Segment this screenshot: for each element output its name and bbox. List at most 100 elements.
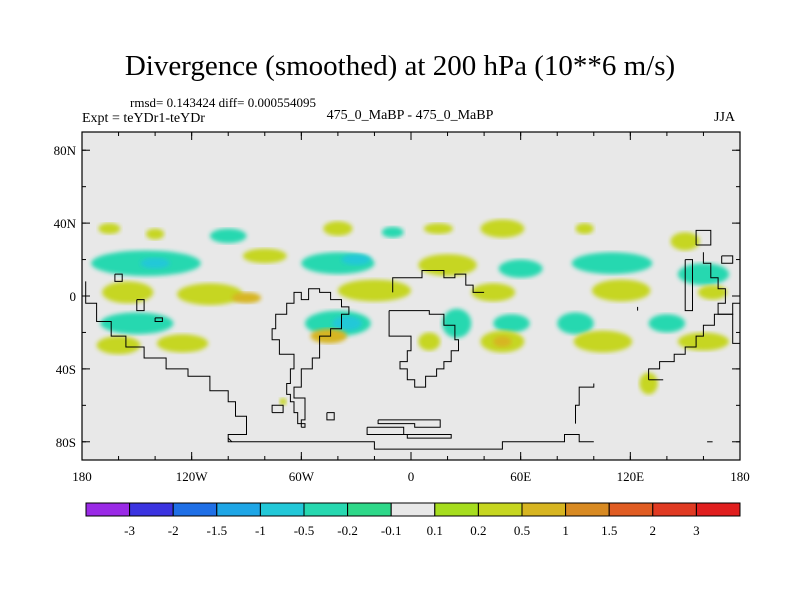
coastline-6 (377, 419, 441, 428)
field-blob-30 (557, 312, 594, 335)
field-blob-3 (323, 221, 353, 236)
colorbar-label: 1 (562, 523, 569, 538)
field-blob-23 (591, 279, 651, 302)
coastline-3 (326, 412, 335, 421)
field-blob-39 (677, 332, 730, 351)
season-label: JJA (714, 110, 736, 125)
colorbar-swatch (390, 502, 436, 517)
colorbar-swatch (608, 502, 654, 517)
colorbar-label: 0.2 (470, 523, 486, 538)
field-blob-5 (423, 223, 454, 235)
field-blob-6 (480, 219, 525, 238)
y-tick-label: 40S (56, 362, 76, 377)
field-blob-33 (156, 334, 209, 353)
colorbar-label: -0.2 (337, 523, 358, 538)
field-blob-8 (670, 232, 700, 251)
field-blob-19 (177, 283, 243, 306)
colorbar-label: -1 (255, 523, 266, 538)
colorbar-label: 1.5 (601, 523, 617, 538)
colorbar-label: -1.5 (207, 523, 228, 538)
colorbar-swatch (85, 502, 131, 517)
colorbar-swatch (652, 502, 697, 517)
divergence-field (91, 219, 730, 406)
colorbar-label: -2 (168, 523, 179, 538)
x-tick-label: 120W (176, 469, 209, 484)
field-blob-7 (575, 223, 594, 235)
coastline-12 (575, 383, 595, 424)
coastline-20 (721, 255, 734, 264)
axis-ticks: 180 120W 60W 0 60E 120E 180 80N 40N 0 40S 80S (54, 132, 750, 484)
field-blob-21 (337, 279, 412, 302)
field-blob-27 (332, 316, 362, 331)
colorbar-swatch (129, 502, 174, 517)
colorbar-label: -0.5 (294, 523, 315, 538)
colorbar: -3 -2 -1.5 -1 -0.5 -0.2 -0.1 0.1 0.2 0.5 1 1.5 2 3 (85, 502, 741, 538)
colorbar-swatch (477, 502, 523, 517)
rmsd-diff-stats: rmsd= 0.143424 diff= 0.000554095 (130, 95, 316, 110)
field-blob-16 (571, 252, 653, 275)
field-blob-4 (381, 226, 404, 238)
field-blob-1 (145, 228, 165, 240)
field-blob-41 (279, 398, 287, 406)
field-blob-29 (493, 314, 530, 333)
x-tick-label: 0 (408, 469, 415, 484)
y-tick-label: 40N (54, 216, 77, 231)
coastline-1 (227, 437, 233, 443)
field-blob-2 (209, 228, 247, 244)
field-blob-40 (639, 372, 658, 395)
coastline-5 (366, 426, 452, 439)
colorbar-swatch (303, 502, 349, 517)
field-blob-0 (98, 223, 121, 235)
field-blob-28 (442, 308, 472, 338)
coastline-7 (392, 270, 485, 293)
coastline-9 (114, 273, 123, 282)
coastline-18 (684, 259, 693, 312)
coastline-11 (154, 317, 163, 322)
field-blob-17 (677, 263, 730, 286)
colorbar-label: -3 (124, 523, 135, 538)
coastline-2 (271, 288, 350, 428)
field-blob-37 (493, 336, 512, 348)
coastline-10 (136, 299, 145, 312)
field-blob-24 (697, 285, 728, 300)
field-blob-18 (102, 281, 154, 304)
field-blob-38 (573, 330, 633, 353)
coastline-4 (271, 404, 284, 414)
y-tick-label: 80S (56, 435, 76, 450)
coastline-17 (702, 252, 740, 344)
colorbar-swatch (565, 502, 610, 517)
field-blob-11 (242, 248, 287, 264)
x-tick-label: 60W (289, 469, 315, 484)
colorbar-swatch (259, 502, 305, 517)
field-blob-20 (231, 292, 262, 304)
y-tick-label: 80N (54, 143, 77, 158)
x-tick-label: 180 (730, 469, 750, 484)
coastline-16 (695, 229, 712, 246)
coastline-8 (388, 310, 459, 388)
field-blob-14 (418, 254, 477, 276)
experiment-label: Expt = teYDr1-teYDr (82, 111, 205, 126)
colorbar-label: 3 (693, 523, 700, 538)
y-tick-label: 0 (70, 289, 77, 304)
colorbar-label: 0.1 (427, 523, 443, 538)
field-blob-22 (471, 283, 516, 302)
field-blob-10 (140, 257, 170, 269)
field-blob-35 (418, 332, 441, 351)
colorbar-swatch (172, 502, 218, 517)
x-tick-label: 120E (617, 469, 645, 484)
colorbar-swatch (695, 502, 741, 517)
case-names: 475_0_MaBP - 475_0_MaBP (326, 108, 494, 123)
colorbar-label: 0.5 (514, 523, 530, 538)
x-tick-label: 180 (72, 469, 92, 484)
x-tick-label: 60E (510, 469, 531, 484)
field-blob-31 (648, 314, 686, 333)
colorbar-swatch (521, 502, 567, 517)
field-blob-13 (341, 254, 371, 266)
field-blob-32 (96, 336, 141, 355)
colorbar-swatch (434, 502, 479, 517)
coastlines (85, 229, 740, 450)
coastline-0 (85, 281, 594, 450)
chart-title: Divergence (smoothed) at 200 hPa (10**6 … (124, 50, 676, 82)
colorbar-label: -0.1 (381, 523, 402, 538)
